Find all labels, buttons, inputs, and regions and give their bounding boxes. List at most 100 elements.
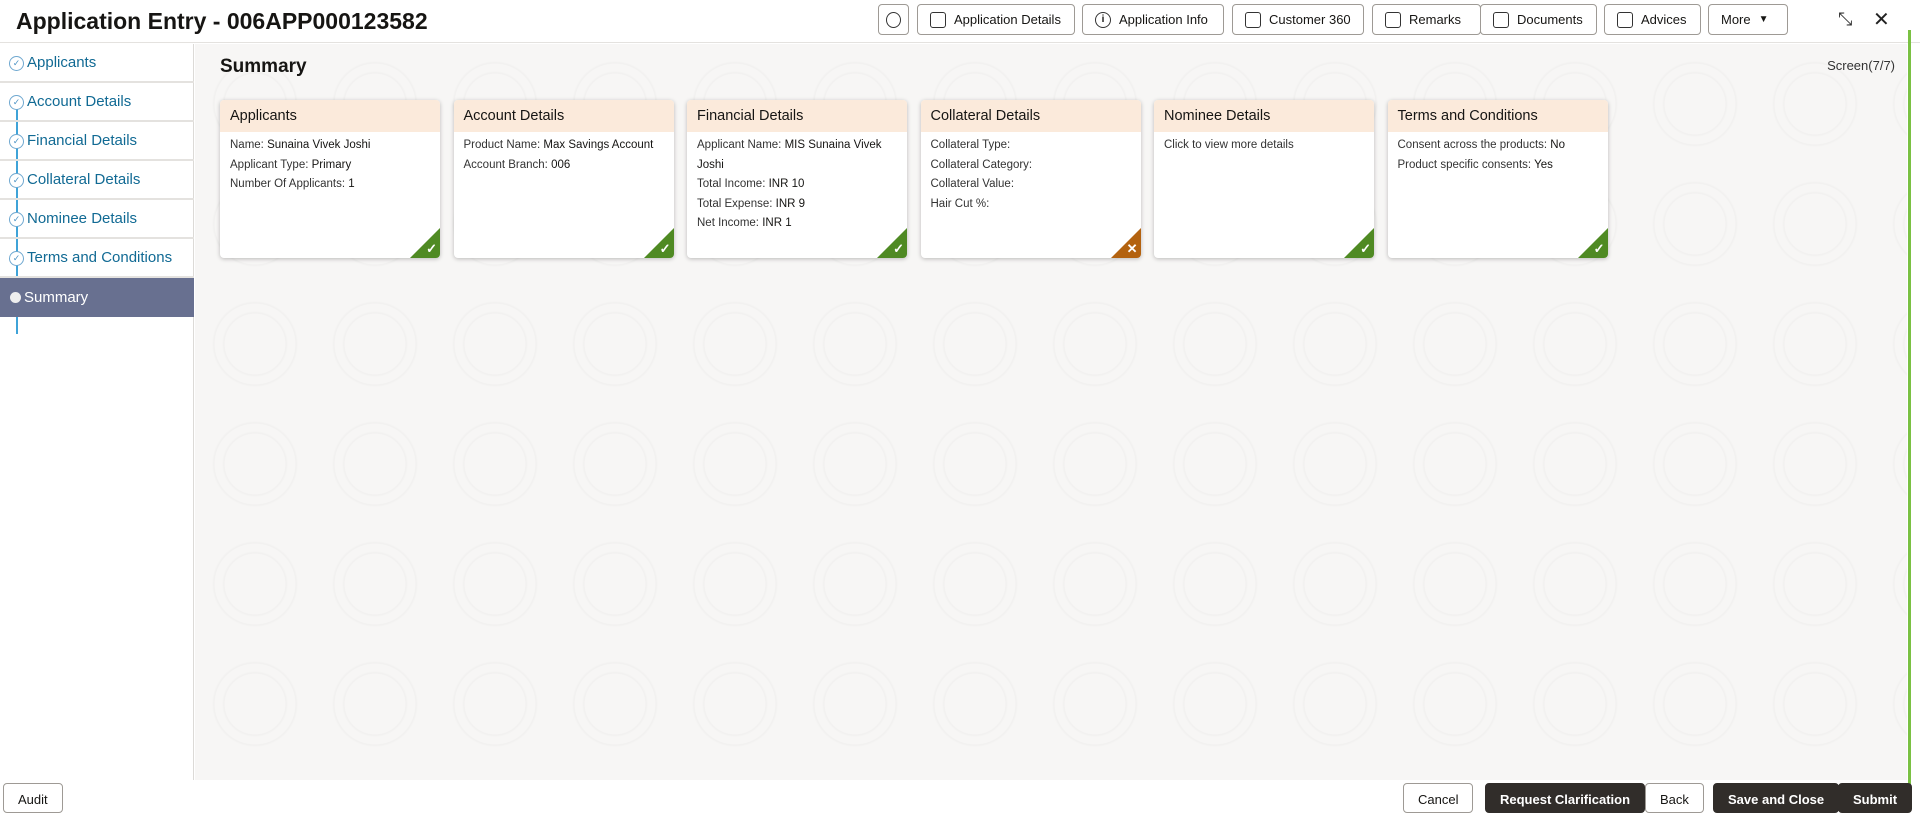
sidebar-item-nominee-details[interactable]: ✓ Nominee Details: [0, 200, 194, 239]
sidebar-item-label: Summary: [24, 289, 89, 306]
screen-counter: Screen(7/7): [1827, 58, 1895, 73]
assistant-button[interactable]: [878, 4, 909, 35]
page-title: Application Entry - 006APP000123582: [16, 8, 428, 34]
field-label: Collateral Type:: [930, 139, 1011, 151]
button-label: Remarks: [1409, 12, 1462, 27]
document-icon: [930, 11, 946, 28]
card-body: Name: Sunaina Vivek Joshi Applicant Type:…: [220, 132, 440, 199]
summary-card-financial-details[interactable]: Financial Details Applicant Name: MIS Sun…: [687, 100, 907, 258]
button-label: Application Details: [954, 12, 1061, 27]
check-icon: ✓: [659, 241, 671, 256]
customer-360-button[interactable]: Customer 360: [1232, 4, 1364, 35]
field-value: Sunaina Vivek Joshi: [267, 139, 371, 151]
field-value: 1: [348, 178, 355, 190]
sidebar-item-applicants[interactable]: ✓ Applicants: [0, 44, 194, 83]
field-value: Yes: [1534, 158, 1553, 171]
check-circle-icon: ✓: [9, 212, 24, 227]
close-icon[interactable]: ✕: [1873, 9, 1890, 31]
check-icon: ✓: [1593, 241, 1605, 256]
field-label: Click to view more details: [1164, 139, 1294, 151]
status-corner: [1110, 228, 1141, 258]
submit-button[interactable]: Submit: [1838, 783, 1913, 813]
card-body: Product Name: Max Savings Account Account…: [454, 132, 674, 179]
field-value: INR 10: [768, 178, 805, 190]
field-label: Total Expense:: [697, 197, 776, 210]
field-value: Max Savings Account: [543, 139, 654, 151]
check-icon: ✓: [426, 241, 437, 256]
check-icon: ✓: [1360, 241, 1371, 256]
summary-card-terms-and-conditions[interactable]: Terms and Conditions Consent across the p…: [1387, 100, 1608, 258]
advices-button[interactable]: Advices: [1604, 4, 1701, 35]
field-label: Hair Cut %:: [930, 197, 990, 210]
button-label: Customer 360: [1269, 12, 1351, 27]
scroll-indicator: [1908, 30, 1911, 810]
summary-card-account-details[interactable]: Account Details Product Name: Max Savings…: [453, 100, 674, 258]
field-label: Net Income:: [697, 217, 763, 229]
sidebar-item-financial-details[interactable]: ✓ Financial Details: [0, 122, 194, 161]
check-circle-icon: ✓: [9, 134, 24, 149]
sidebar-nav: ✓ Applicants ✓ Account Details ✓ Financial …: [0, 44, 194, 780]
field-label: Product Name:: [463, 139, 544, 151]
sidebar-item-label: Financial Details: [27, 132, 138, 149]
audit-button[interactable]: Audit: [3, 783, 63, 813]
card-line: Hair Cut %:: [931, 195, 1131, 215]
field-label: Consent across the products:: [1397, 139, 1551, 151]
lightbulb-icon: [886, 11, 901, 28]
check-circle-icon: ✓: [9, 95, 24, 110]
sidebar-item-summary[interactable]: Summary: [0, 278, 194, 317]
card-line: Consent across the products: No: [1398, 136, 1598, 156]
button-label: Advices: [1641, 12, 1687, 27]
sidebar-item-terms-and-conditions[interactable]: ✓ Terms and Conditions: [0, 239, 194, 278]
save-and-close-button[interactable]: Save and Close: [1713, 783, 1840, 813]
document-icon: [1493, 11, 1509, 28]
card-line: Product specific consents: Yes: [1398, 156, 1598, 176]
card-body: Consent across the products: No Product s…: [1388, 132, 1608, 179]
field-value: 006: [551, 158, 571, 171]
more-dropdown[interactable]: More ▼: [1708, 4, 1788, 35]
sidebar-item-account-details[interactable]: ✓ Account Details: [0, 83, 194, 122]
comment-icon: [1385, 11, 1401, 28]
application-info-button[interactable]: i Application Info: [1082, 4, 1224, 35]
field-value: INR 1: [762, 217, 792, 229]
cross-icon: ✕: [1126, 241, 1138, 256]
info-icon: i: [1095, 11, 1111, 28]
request-clarification-button[interactable]: Request Clarification: [1485, 783, 1646, 813]
check-icon: ✓: [893, 241, 904, 256]
field-label: Number Of Applicants:: [230, 178, 349, 190]
footer: Audit Cancel Request Clarification Back …: [0, 780, 1920, 813]
cancel-button[interactable]: Cancel: [1403, 783, 1474, 813]
field-label: Name:: [230, 139, 268, 151]
card-line: Name: Sunaina Vivek Joshi: [230, 136, 430, 156]
field-label: Applicant Type:: [230, 158, 312, 171]
field-value: No: [1550, 139, 1565, 151]
card-title: Financial Details: [687, 100, 907, 132]
status-corner: [643, 228, 674, 258]
card-body: Applicant Name: MIS Sunaina Vivek Joshi T…: [687, 132, 907, 238]
button-label: Documents: [1517, 12, 1583, 27]
stack-icon: [1617, 11, 1633, 28]
button-label: Application Info: [1119, 12, 1208, 27]
user-card-icon: [1245, 11, 1261, 28]
summary-card-collateral-details[interactable]: Collateral Details Collateral Type: Collat…: [920, 100, 1141, 258]
field-label: Collateral Category:: [930, 158, 1033, 171]
collapse-icon[interactable]: ⤡: [1838, 9, 1853, 29]
sidebar-item-collateral-details[interactable]: ✓ Collateral Details: [0, 161, 194, 200]
card-line: Net Income: INR 1: [697, 214, 897, 234]
documents-button[interactable]: Documents: [1480, 4, 1597, 35]
summary-card-nominee-details[interactable]: Nominee Details Click to view more detail…: [1154, 100, 1374, 258]
card-title: Applicants: [220, 100, 440, 132]
back-button[interactable]: Back: [1645, 783, 1704, 813]
card-title: Collateral Details: [920, 100, 1141, 132]
check-circle-icon: ✓: [9, 251, 24, 266]
card-line: Applicant Name: MIS Sunaina Vivek Joshi: [697, 136, 897, 175]
caret-down-icon: ▼: [1758, 14, 1769, 25]
check-circle-icon: ✓: [9, 173, 24, 188]
card-line: Number Of Applicants: 1: [230, 175, 430, 195]
card-line: Account Branch: 006: [464, 156, 664, 176]
application-details-button[interactable]: Application Details: [917, 4, 1075, 35]
remarks-button[interactable]: Remarks: [1372, 4, 1481, 35]
sidebar-item-label: Account Details: [27, 93, 132, 110]
field-label: Applicant Name:: [697, 139, 785, 151]
summary-card-applicants[interactable]: Applicants Name: Sunaina Vivek Joshi Appli…: [220, 100, 440, 258]
field-value: MIS Sunaina Vivek Joshi: [697, 139, 882, 171]
